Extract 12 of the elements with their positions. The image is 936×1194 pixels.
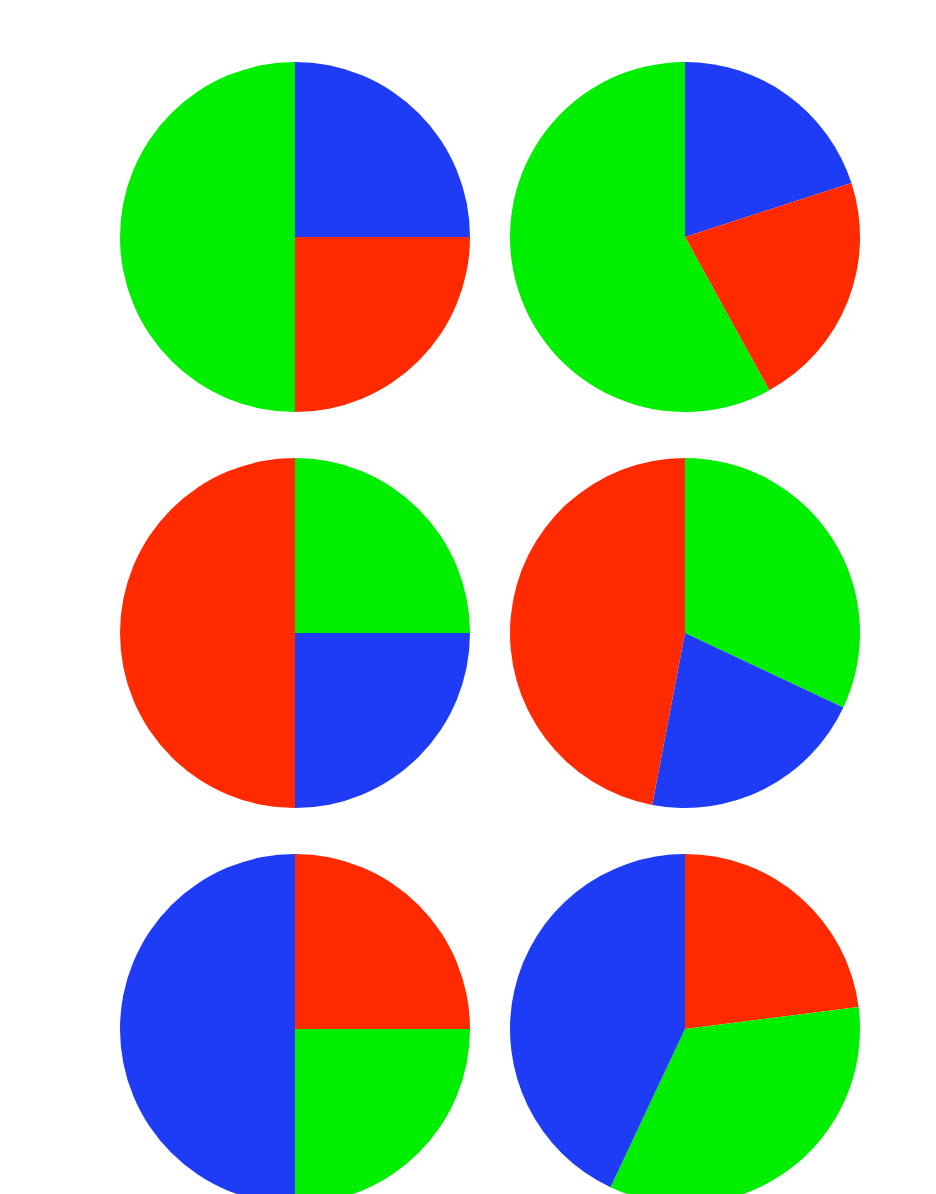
pie-slice: [685, 182, 860, 391]
pie-slice: [120, 458, 295, 808]
pie-slice: [652, 633, 844, 808]
pie-slice: [295, 62, 470, 237]
pie-slice: [510, 458, 685, 805]
pie-slice: [295, 458, 470, 633]
pie-slice: [685, 62, 852, 237]
pie-slice: [295, 237, 470, 412]
pie-slice: [510, 62, 770, 412]
pie-slice: [295, 633, 470, 808]
pie-slice: [120, 62, 295, 412]
pie-slice: [685, 458, 860, 708]
